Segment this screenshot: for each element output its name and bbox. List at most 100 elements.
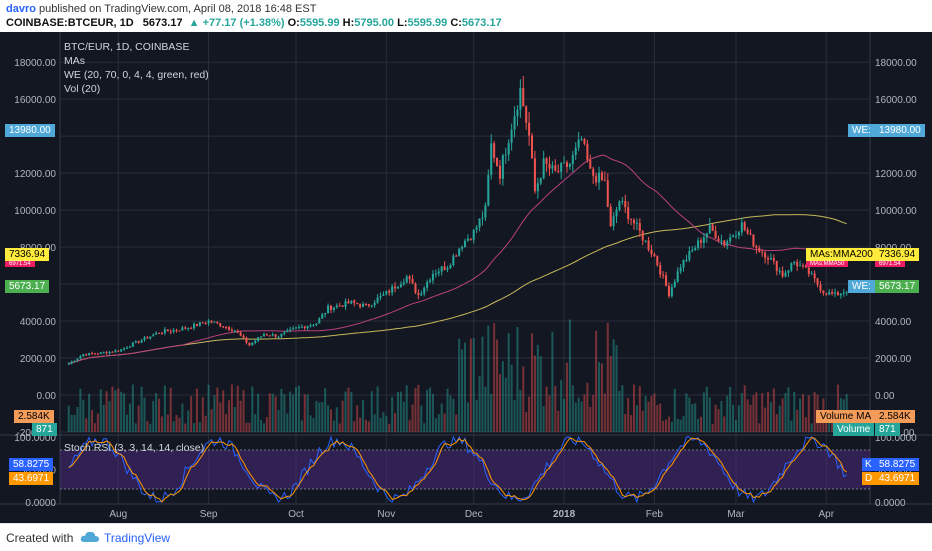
volume-bar xyxy=(568,319,571,432)
volume-bar xyxy=(155,393,158,432)
volume-bar xyxy=(662,420,665,432)
volume-bar xyxy=(423,423,426,432)
volume-bar xyxy=(679,419,682,432)
d-tag: D xyxy=(862,472,876,485)
candle-body xyxy=(394,286,397,289)
volume-bar xyxy=(458,338,461,432)
candle-body xyxy=(484,205,487,218)
candle-body xyxy=(676,271,679,282)
volume-bar xyxy=(440,403,443,432)
volume-bar xyxy=(621,385,624,432)
volume-bar xyxy=(405,385,408,432)
volume-bar xyxy=(128,403,131,432)
candle-body xyxy=(475,227,478,230)
volume-bar xyxy=(394,413,397,432)
candles xyxy=(67,76,848,365)
price-chart-svg[interactable]: 18000.00 18000.00 16000.00 16000.00 12000.00… xyxy=(0,32,932,523)
candle-body xyxy=(752,234,755,247)
vol-ma-left-badge: 2.584K xyxy=(14,410,54,423)
volume-bar xyxy=(379,417,382,432)
candle-body xyxy=(490,143,493,175)
volume-bar xyxy=(767,392,770,432)
volume-bar xyxy=(472,338,475,432)
legend-vol[interactable]: Vol (20) xyxy=(64,83,101,95)
candle-body xyxy=(775,260,778,272)
price-tick-label-left: 10000.00 xyxy=(14,206,56,217)
candle-body xyxy=(289,329,292,331)
volume-bar xyxy=(525,411,528,432)
candle-body xyxy=(772,258,775,261)
volume-bar xyxy=(88,393,91,432)
volume-bar xyxy=(530,333,534,432)
volume-bar xyxy=(781,398,784,432)
created-with-label: Created with xyxy=(6,531,74,545)
volume-bar xyxy=(338,423,341,432)
volume-bar xyxy=(764,407,767,432)
candle-body xyxy=(230,329,233,331)
volume-bar xyxy=(810,423,813,432)
volume-bar xyxy=(172,421,175,432)
candle-body xyxy=(379,295,382,298)
candle-body xyxy=(169,331,172,333)
high-label: H: xyxy=(342,17,355,29)
volume-bar xyxy=(137,405,140,432)
volume-bar xyxy=(828,415,831,432)
candle-body xyxy=(388,291,391,293)
candle-body xyxy=(749,233,752,235)
candle-body xyxy=(67,363,70,365)
candle-body xyxy=(554,165,557,171)
candle-body xyxy=(382,294,385,296)
candle-body xyxy=(201,322,204,324)
candle-body xyxy=(796,261,799,267)
author-link[interactable]: davro xyxy=(6,3,36,15)
candle-body xyxy=(536,183,539,192)
candle-body xyxy=(545,158,548,164)
volume-bar xyxy=(813,392,816,432)
volume-bar xyxy=(627,398,630,432)
candle-body xyxy=(723,240,726,246)
legend-mas[interactable]: MAs xyxy=(64,55,85,67)
candle-body xyxy=(399,284,402,287)
candle-body xyxy=(300,326,303,328)
legend-we[interactable]: WE (20, 70, 0, 4, 4, green, red) xyxy=(64,69,209,81)
volume-bar xyxy=(341,400,344,432)
volume-bar xyxy=(399,391,402,432)
candle-body xyxy=(79,356,82,359)
volume-bar xyxy=(548,395,551,432)
chart-area[interactable]: 18000.00 18000.00 16000.00 16000.00 12000.00… xyxy=(0,32,932,523)
volume-bar xyxy=(388,423,391,432)
candle-body xyxy=(732,235,735,238)
volume-bar xyxy=(507,333,510,432)
candle-body xyxy=(385,291,388,295)
volume-bar xyxy=(111,386,114,432)
volume-bar xyxy=(166,414,169,432)
volume-bar xyxy=(201,397,204,432)
ma2-left-badge: 6971.54 xyxy=(5,261,35,267)
volume-bar xyxy=(603,393,606,432)
volume-bar xyxy=(612,339,615,432)
candle-body xyxy=(551,165,554,169)
volume-bar xyxy=(580,401,583,432)
volume-bar xyxy=(592,394,595,432)
candle-body xyxy=(207,320,210,324)
candle-body xyxy=(329,305,332,311)
last-price: 5673.17 xyxy=(142,17,183,29)
candle-body xyxy=(446,268,449,270)
k-tag: K xyxy=(862,458,875,471)
candle-body xyxy=(426,281,429,288)
volume-bar xyxy=(510,364,513,432)
candle-body xyxy=(641,231,644,241)
volume-bar xyxy=(673,388,676,432)
candle-body xyxy=(720,240,723,242)
candle-body xyxy=(533,158,536,192)
candle-body xyxy=(91,353,94,355)
candle-body xyxy=(222,326,225,328)
stoch-rsi-legend[interactable]: Stoch RSI (3, 3, 14, 14, close) xyxy=(64,442,205,454)
volume-bar xyxy=(676,418,679,432)
volume-bar xyxy=(324,388,327,432)
volume-bar xyxy=(76,406,79,432)
we-high-tag: WE: xyxy=(848,124,875,137)
volume-bar xyxy=(431,393,434,432)
candle-body xyxy=(245,337,248,343)
volume-bar xyxy=(496,339,499,432)
